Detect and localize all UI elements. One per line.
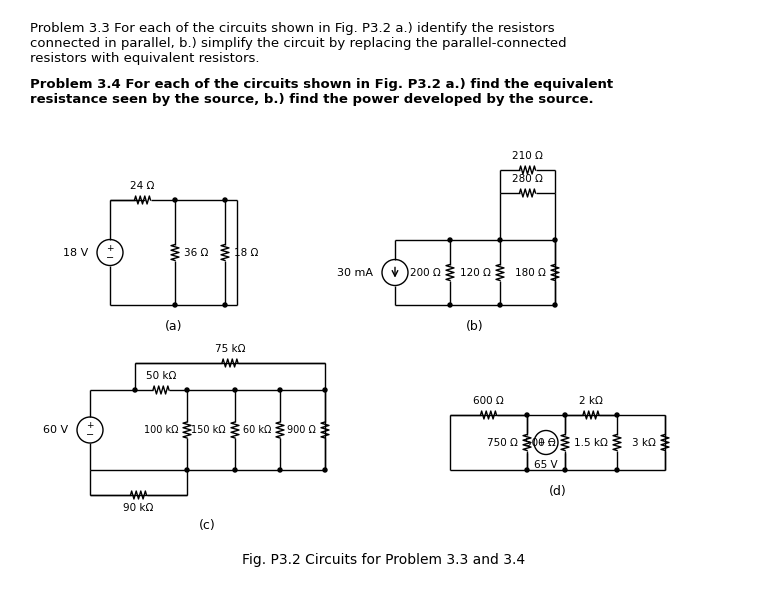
Text: 65 V: 65 V (535, 460, 558, 470)
Text: Problem 3.3 For each of the circuits shown in Fig. P3.2 a.) identify the resisto: Problem 3.3 For each of the circuits sho… (30, 22, 554, 35)
Text: 600 Ω: 600 Ω (473, 396, 504, 406)
Text: 75 kΩ: 75 kΩ (215, 344, 245, 354)
Circle shape (278, 388, 282, 392)
Text: (d): (d) (548, 485, 566, 498)
Circle shape (173, 198, 177, 202)
Text: +: + (106, 244, 114, 253)
Text: 24 Ω: 24 Ω (131, 181, 154, 191)
Text: 60 kΩ: 60 kΩ (243, 425, 271, 435)
Text: 100 kΩ: 100 kΩ (144, 425, 178, 435)
Text: 210 Ω: 210 Ω (512, 151, 543, 161)
Text: 50 kΩ: 50 kΩ (146, 371, 176, 381)
Circle shape (615, 468, 619, 472)
Circle shape (498, 303, 502, 307)
Text: 750 Ω: 750 Ω (487, 438, 518, 448)
Text: 200 Ω: 200 Ω (410, 268, 441, 278)
Text: +: + (86, 421, 94, 430)
Text: 150 kΩ: 150 kΩ (191, 425, 226, 435)
Circle shape (323, 388, 327, 392)
Text: 3 kΩ: 3 kΩ (632, 438, 656, 448)
Circle shape (185, 468, 189, 472)
Text: (a): (a) (165, 320, 182, 333)
Circle shape (553, 238, 557, 242)
Text: 900 Ω: 900 Ω (287, 425, 316, 435)
Text: 36 Ω: 36 Ω (184, 247, 208, 257)
Text: −: − (547, 438, 555, 448)
Text: Problem 3.4 For each of the circuits shown in Fig. P3.2 a.) find the equivalent: Problem 3.4 For each of the circuits sho… (30, 78, 613, 91)
Circle shape (185, 388, 189, 392)
Text: −: − (86, 430, 94, 440)
Circle shape (173, 303, 177, 307)
Circle shape (525, 468, 529, 472)
Text: 18 Ω: 18 Ω (234, 247, 258, 257)
Circle shape (133, 388, 137, 392)
Text: +: + (538, 438, 545, 447)
Circle shape (223, 303, 227, 307)
Text: 30 mA: 30 mA (337, 268, 373, 278)
Text: 500 Ω: 500 Ω (525, 438, 556, 448)
Text: −: − (106, 252, 114, 263)
Text: 180 Ω: 180 Ω (515, 268, 546, 278)
Circle shape (233, 468, 237, 472)
Text: connected in parallel, b.) simplify the circuit by replacing the parallel-connec: connected in parallel, b.) simplify the … (30, 37, 567, 50)
Text: resistance seen by the source, b.) find the power developed by the source.: resistance seen by the source, b.) find … (30, 93, 594, 106)
Text: 60 V: 60 V (43, 425, 68, 435)
Text: (b): (b) (466, 320, 484, 333)
Text: resistors with equivalent resistors.: resistors with equivalent resistors. (30, 52, 260, 65)
Text: 120 Ω: 120 Ω (460, 268, 491, 278)
Text: 2 kΩ: 2 kΩ (579, 396, 603, 406)
Text: 1.5 kΩ: 1.5 kΩ (574, 438, 608, 448)
Circle shape (323, 468, 327, 472)
Text: Fig. P3.2 Circuits for Problem 3.3 and 3.4: Fig. P3.2 Circuits for Problem 3.3 and 3… (243, 553, 525, 567)
Circle shape (615, 413, 619, 417)
Text: 90 kΩ: 90 kΩ (124, 503, 154, 513)
Circle shape (448, 303, 452, 307)
Circle shape (563, 468, 567, 472)
Circle shape (525, 413, 529, 417)
Circle shape (278, 468, 282, 472)
Text: 280 Ω: 280 Ω (512, 174, 543, 184)
Text: (c): (c) (199, 519, 216, 532)
Circle shape (553, 303, 557, 307)
Circle shape (448, 238, 452, 242)
Text: 18 V: 18 V (63, 247, 88, 257)
Circle shape (223, 198, 227, 202)
Circle shape (498, 238, 502, 242)
Circle shape (563, 413, 567, 417)
Circle shape (233, 388, 237, 392)
